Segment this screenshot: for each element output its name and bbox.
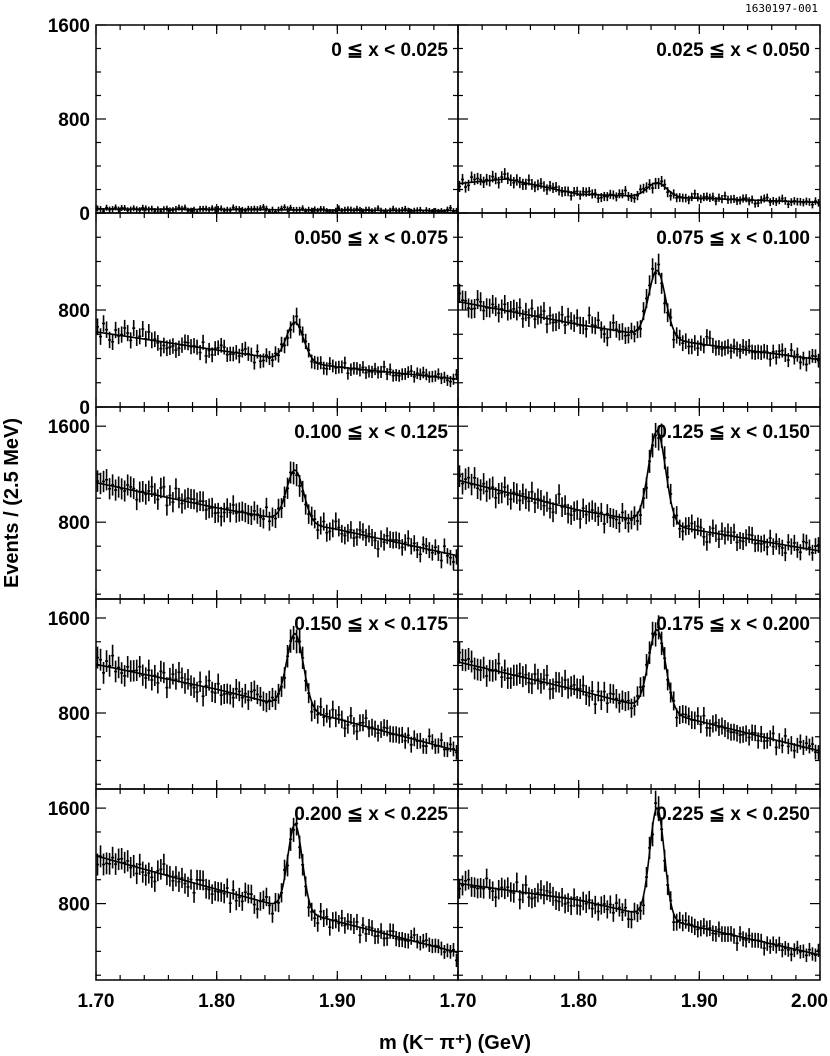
data-points: [96, 625, 458, 760]
panel-label: 0.125 ≦ x < 0.150: [656, 422, 810, 443]
y-tick-label: 0: [79, 204, 90, 225]
panel: 0.125 ≦ x < 0.150: [457, 406, 821, 600]
panel: 0.025 ≦ x < 0.050: [457, 24, 821, 214]
fit-curve: [458, 269, 820, 361]
data-points: [458, 790, 820, 963]
figure-id: 1630197-001: [745, 2, 818, 15]
panel-label: 0.050 ≦ x < 0.075: [294, 228, 448, 249]
fit-curve: [458, 628, 820, 752]
data-points: [458, 168, 820, 209]
panel-label: 0.100 ≦ x < 0.125: [294, 422, 448, 443]
x-tick-label: 1.70: [440, 991, 477, 1012]
panel: 0.100 ≦ x < 0.125 1600 800: [48, 406, 459, 600]
panel-label: 0.150 ≦ x < 0.175: [294, 614, 448, 635]
panel-frame: [457, 788, 821, 981]
x-tick-labels: 1.70 1.80 1.90 1.70 1.80 1.90 2.00: [78, 991, 828, 1012]
x-tick-label: 2.00: [791, 991, 828, 1012]
x-tick-label: 1.90: [319, 991, 356, 1012]
y-tick-label: 800: [58, 704, 90, 725]
data-points: [96, 307, 458, 388]
panel-label: 0.200 ≦ x < 0.225: [294, 804, 448, 825]
fit-curve: [96, 632, 458, 752]
panel-label: 0 ≦ x < 0.025: [331, 40, 448, 61]
panel-label: 0.025 ≦ x < 0.050: [656, 40, 810, 61]
y-axis-title: Events / (2.5 MeV): [1, 418, 23, 588]
y-tick-label: 0: [79, 398, 90, 419]
panel: 0.150 ≦ x < 0.175 1600 800: [48, 598, 459, 790]
panel-label: 0.175 ≦ x < 0.200: [656, 614, 810, 635]
fit-curve: [458, 806, 820, 956]
y-tick-label: 800: [58, 895, 90, 916]
data-points: [458, 615, 820, 760]
y-tick-label: 1600: [48, 417, 90, 438]
fit-curve: [96, 321, 458, 380]
x-axis-title: m (K⁻ π⁺) (GeV): [379, 1032, 531, 1054]
panel: 0.075 ≦ x < 0.100: [457, 212, 821, 408]
fit-curve: [458, 430, 820, 552]
y-tick-label: 1600: [48, 799, 90, 820]
x-tick-label: 1.90: [681, 991, 718, 1012]
panel-label: 0.075 ≦ x < 0.100: [656, 228, 810, 249]
x-tick-label: 1.70: [78, 991, 115, 1012]
y-tick-label: 800: [58, 301, 90, 322]
panel: 0.225 ≦ x < 0.250: [457, 788, 821, 981]
panel: 0.200 ≦ x < 0.225 1600 800: [48, 788, 459, 981]
panel: 0 ≦ x < 0.025 1600 800 0: [48, 16, 459, 225]
fit-curve: [96, 469, 458, 557]
y-tick-label: 1600: [48, 16, 90, 37]
fit-curve: [96, 823, 458, 954]
y-tick-label: 800: [58, 110, 90, 131]
data-points: [96, 461, 458, 570]
x-tick-label: 1.80: [198, 991, 235, 1012]
x-tick-label: 1.80: [560, 991, 597, 1012]
data-points: [96, 811, 458, 968]
panel-label: 0.225 ≦ x < 0.250: [656, 804, 810, 825]
fit-curve: [96, 208, 458, 212]
panel: 0.175 ≦ x < 0.200: [457, 598, 821, 790]
fit-curve: [458, 178, 820, 204]
panel-grid: 0 ≦ x < 0.025 1600 800 0 0.025 ≦ x < 0.050 0.…: [48, 16, 821, 981]
panel: 0.050 ≦ x < 0.075 800 0: [58, 212, 459, 419]
y-tick-label: 800: [58, 513, 90, 534]
data-points: [458, 422, 820, 562]
y-tick-label: 1600: [48, 609, 90, 630]
